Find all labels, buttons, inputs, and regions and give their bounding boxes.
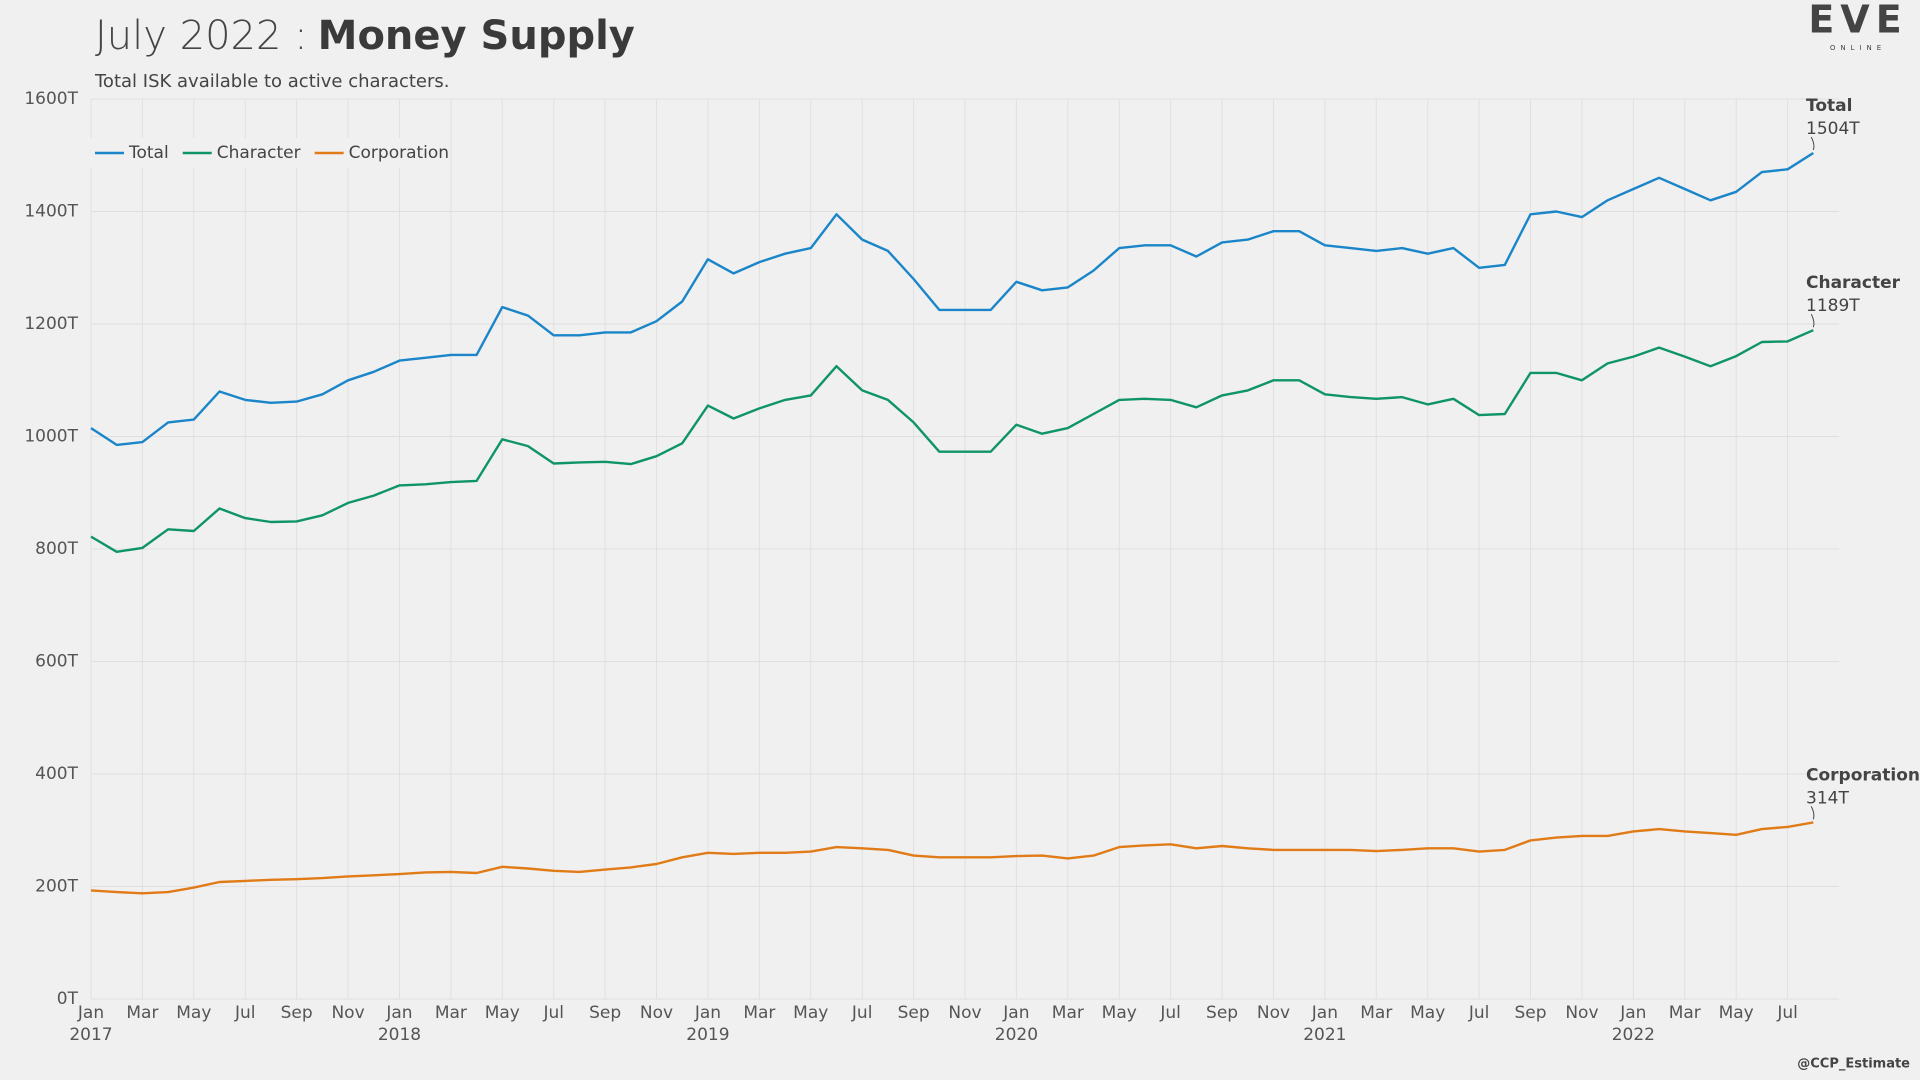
y-tick-label: 1000T xyxy=(24,427,78,447)
x-tick-label: May xyxy=(485,1003,520,1023)
x-tick-label: Jan xyxy=(1619,1003,1646,1023)
x-tick-label: Jul xyxy=(851,1003,873,1023)
x-tick-label: Nov xyxy=(948,1003,981,1023)
subtitle: Total ISK available to active characters… xyxy=(94,71,450,92)
credit: @CCP_Estimate xyxy=(1797,1057,1910,1072)
legend-bg xyxy=(88,138,428,168)
x-year-label: 2020 xyxy=(995,1025,1038,1045)
y-tick-label: 1600T xyxy=(24,89,78,109)
x-tick-label: Jul xyxy=(234,1003,256,1023)
x-tick-label: May xyxy=(176,1003,211,1023)
x-tick-label: Mar xyxy=(1052,1003,1084,1023)
x-year-label: 2017 xyxy=(69,1025,112,1045)
series-line xyxy=(90,821,1814,895)
x-year-label: 2018 xyxy=(378,1025,421,1045)
x-tick-label: Jan xyxy=(1311,1003,1338,1023)
y-tick-label: 200T xyxy=(35,877,78,897)
end-leader xyxy=(1810,313,1815,328)
y-tick-label: 400T xyxy=(35,764,78,784)
title-light: July 2022 : xyxy=(95,13,308,59)
x-tick-label: Sep xyxy=(898,1003,930,1023)
x-tick-label: Jan xyxy=(694,1003,721,1023)
end-value: 1504T xyxy=(1806,119,1860,139)
series-line xyxy=(90,151,1814,447)
x-tick-label: Mar xyxy=(743,1003,775,1023)
legend-label: Corporation xyxy=(349,143,449,163)
x-tick-label: May xyxy=(1102,1003,1137,1023)
x-tick-label: Nov xyxy=(640,1003,673,1023)
x-year-label: 2021 xyxy=(1303,1025,1346,1045)
logo-sub: ONLINE xyxy=(1830,44,1886,52)
x-tick-label: Nov xyxy=(1565,1003,1598,1023)
chart-title: July 2022 : Money Supply xyxy=(95,13,635,59)
end-value: 1189T xyxy=(1806,296,1860,316)
legend-label: Character xyxy=(217,143,301,163)
x-tick-label: May xyxy=(1410,1003,1445,1023)
x-tick-label: Mar xyxy=(1360,1003,1392,1023)
x-tick-label: Sep xyxy=(281,1003,313,1023)
x-year-label: 2019 xyxy=(686,1025,729,1045)
x-year-label: 2022 xyxy=(1612,1025,1655,1045)
end-value: 314T xyxy=(1806,788,1849,808)
x-tick-label: Nov xyxy=(1257,1003,1290,1023)
plot: 0T 200T 400T 600T 800T 1000T 1200T 1400T 1600T Ja… xyxy=(24,89,1920,1045)
end-name: Character xyxy=(1806,273,1901,293)
y-tick-label: 1400T xyxy=(24,202,78,222)
x-tick-label: May xyxy=(1719,1003,1754,1023)
legend-label: Total xyxy=(128,143,169,163)
series-line xyxy=(90,329,1814,553)
y-tick-label: 1200T xyxy=(24,314,78,334)
x-tick-label: Jul xyxy=(1776,1003,1798,1023)
x-tick-label: Jul xyxy=(542,1003,564,1023)
x-tick-label: Jan xyxy=(77,1003,104,1023)
x-tick-label: Jul xyxy=(1468,1003,1490,1023)
x-tick-label: Jan xyxy=(1002,1003,1029,1023)
x-tick-label: Mar xyxy=(435,1003,467,1023)
x-tick-label: Jul xyxy=(1159,1003,1181,1023)
x-tick-label: Sep xyxy=(1515,1003,1547,1023)
x-tick-label: May xyxy=(793,1003,828,1023)
logo: EVE xyxy=(1808,0,1907,42)
end-leader xyxy=(1810,136,1815,151)
y-tick-label: 600T xyxy=(35,652,78,672)
y-tick-label: 800T xyxy=(35,539,78,559)
y-tick-label: 0T xyxy=(57,989,79,1009)
x-tick-label: Nov xyxy=(331,1003,364,1023)
x-tick-label: Jan xyxy=(385,1003,412,1023)
x-tick-label: Mar xyxy=(1669,1003,1701,1023)
title-bold: Money Supply xyxy=(318,13,635,59)
x-tick-label: Sep xyxy=(1206,1003,1238,1023)
end-leader xyxy=(1810,806,1815,820)
x-tick-label: Sep xyxy=(589,1003,621,1023)
end-name: Corporation xyxy=(1806,765,1920,785)
end-name: Total xyxy=(1806,96,1852,116)
x-tick-label: Mar xyxy=(126,1003,158,1023)
